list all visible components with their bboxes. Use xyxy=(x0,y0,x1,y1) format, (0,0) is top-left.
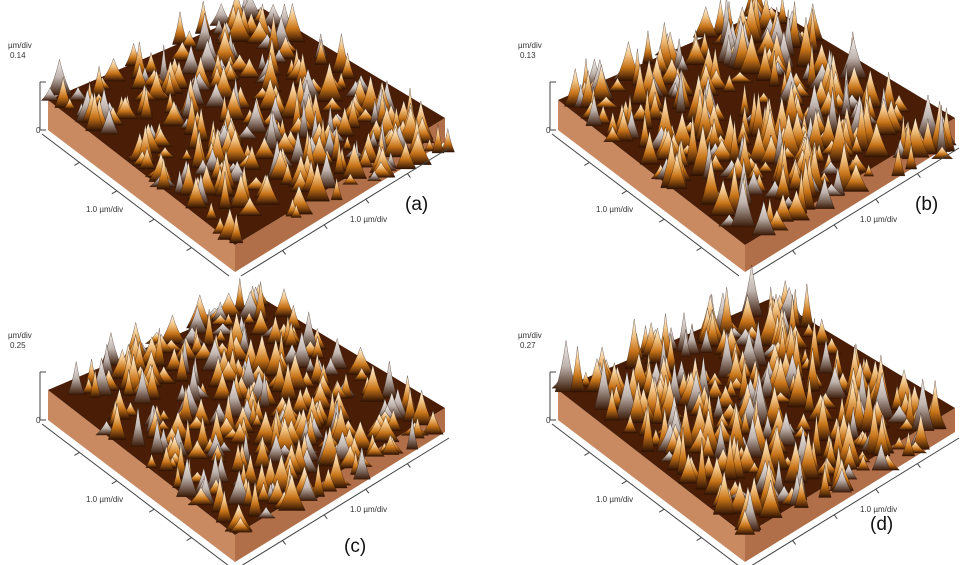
y-tick xyxy=(917,174,920,178)
y-tick xyxy=(793,250,796,254)
figure: µm/div0.1401.0 µm/div1.0 µm/div(a)µm/div… xyxy=(0,0,961,565)
y-tick xyxy=(876,199,879,203)
x-tick xyxy=(74,452,79,455)
z-zero: 0 xyxy=(36,416,41,425)
surface-peak xyxy=(642,31,653,64)
y-scale: 1.0 µm/div xyxy=(350,505,387,514)
z-scale: 0.27 xyxy=(520,341,536,350)
z-unit: µm/div xyxy=(8,41,32,50)
x-tick xyxy=(74,162,79,165)
y-tick xyxy=(793,540,796,544)
x-tick xyxy=(187,248,192,251)
z-zero: 0 xyxy=(36,126,41,135)
y-tick xyxy=(407,464,410,468)
x-tick xyxy=(112,481,117,484)
y-tick xyxy=(324,225,327,229)
z-unit: µm/div xyxy=(518,41,542,50)
x-tick xyxy=(659,509,664,512)
y-scale: 1.0 µm/div xyxy=(860,215,897,224)
x-scale: 1.0 µm/div xyxy=(596,205,633,214)
panel-label: (c) xyxy=(344,536,366,557)
z-scale: 0.25 xyxy=(10,341,26,350)
x-tick xyxy=(697,538,702,541)
z-scale: 0.13 xyxy=(520,51,536,60)
y-tick xyxy=(876,489,879,493)
y-tick xyxy=(324,515,327,519)
panel-label: (d) xyxy=(870,514,893,535)
z-zero: 0 xyxy=(546,126,551,135)
x-scale: 1.0 µm/div xyxy=(596,495,633,504)
panel-label: (a) xyxy=(405,194,428,215)
x-tick xyxy=(622,191,627,194)
surface-peak xyxy=(741,265,763,316)
y-tick xyxy=(834,515,837,519)
y-tick xyxy=(366,489,369,493)
y-scale: 1.0 µm/div xyxy=(860,505,897,514)
x-tick xyxy=(149,509,154,512)
x-tick xyxy=(149,219,154,222)
surface-peak xyxy=(234,278,245,310)
y-tick xyxy=(834,225,837,229)
y-tick xyxy=(407,174,410,178)
z-unit: µm/div xyxy=(8,331,32,340)
x-scale: 1.0 µm/div xyxy=(86,495,123,504)
x-tick xyxy=(112,191,117,194)
z-scale: 0.14 xyxy=(10,51,26,60)
x-tick xyxy=(697,248,702,251)
x-tick xyxy=(659,219,664,222)
afm-panel: µm/div0.25 0 1.0 µm/div 1.0 µm/div (c) xyxy=(8,278,449,565)
surface-peak xyxy=(693,7,718,38)
z-unit: µm/div xyxy=(518,331,542,340)
y-tick xyxy=(917,464,920,468)
x-scale: 1.0 µm/div xyxy=(86,205,123,214)
surface-peak xyxy=(570,346,585,392)
y-scale: 1.0 µm/div xyxy=(350,215,387,224)
x-tick xyxy=(187,538,192,541)
panel-label: (b) xyxy=(915,194,938,215)
surface-peak xyxy=(800,284,813,327)
y-tick xyxy=(283,540,286,544)
x-tick xyxy=(622,481,627,484)
x-tick xyxy=(584,162,589,165)
x-tick xyxy=(584,452,589,455)
z-zero: 0 xyxy=(546,416,551,425)
y-tick xyxy=(366,199,369,203)
y-tick xyxy=(283,250,286,254)
